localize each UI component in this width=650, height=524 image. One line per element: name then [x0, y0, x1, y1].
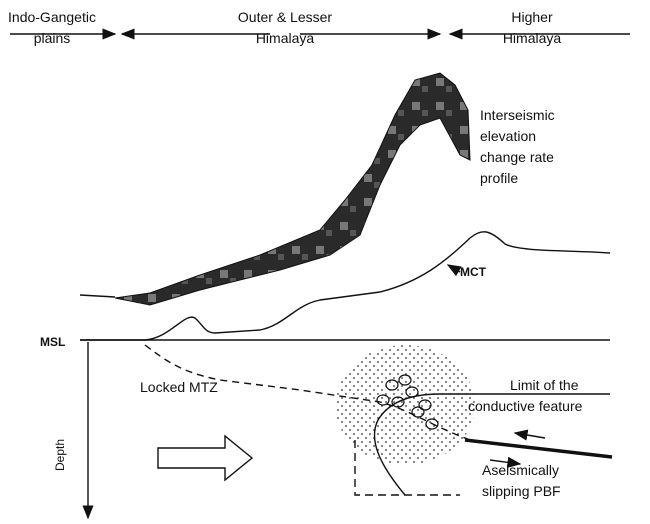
msl-label: MSL — [40, 335, 65, 349]
convergence-arrow — [158, 436, 252, 480]
limit-label: conductive feature — [468, 398, 583, 414]
region-label: Higher — [511, 9, 553, 25]
pbf-label: slipping PBF — [482, 483, 561, 499]
topography — [80, 232, 610, 340]
mct-arrow — [448, 265, 460, 272]
elevation-rate-band — [115, 73, 470, 305]
pbf — [465, 440, 612, 457]
region-label: Indo-Gangetic — [8, 9, 96, 25]
region-label: plains — [34, 30, 71, 46]
region-label: Himalaya — [256, 30, 315, 46]
region-label: Outer & Lesser — [238, 9, 332, 25]
band-edge — [80, 295, 115, 297]
limit-label: Limit of the — [510, 377, 579, 393]
profile-label: Interseismic — [480, 107, 555, 123]
diagram: Indo-Gangetic plains Outer & Lesser Hima… — [0, 0, 650, 524]
profile-label: change rate — [480, 149, 554, 165]
slip-arrow — [515, 433, 545, 438]
region-label: Himalaya — [503, 30, 562, 46]
conductive-zone — [335, 345, 475, 465]
profile-label: elevation — [480, 128, 536, 144]
profile-label: profile — [480, 170, 518, 186]
locked-label: Locked MTZ — [140, 379, 218, 395]
mct-label: MCT — [460, 265, 487, 279]
depth-label: Depth — [53, 439, 67, 471]
pbf-label: Aseismically — [482, 462, 559, 478]
